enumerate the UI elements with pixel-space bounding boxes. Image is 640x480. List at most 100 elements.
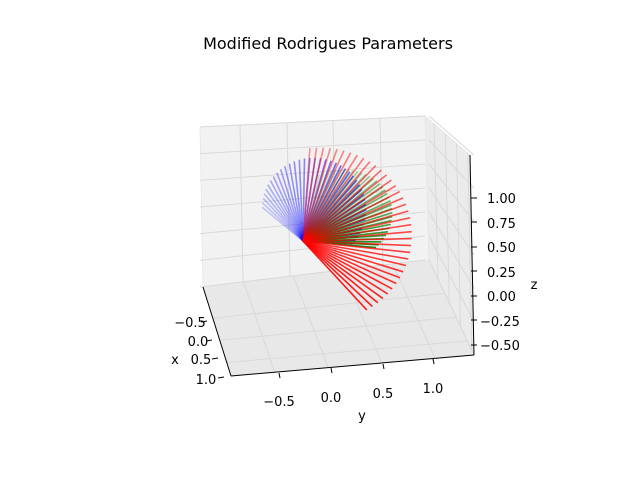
series-line (302, 152, 352, 242)
tick-marks (200, 197, 477, 379)
series-line (302, 240, 401, 279)
series-line (302, 157, 311, 242)
series-line (302, 240, 404, 273)
series-line (302, 237, 412, 242)
z-tick-labels: −0.50 −0.25 0.00 0.25 0.50 0.75 1.00 (480, 192, 520, 354)
grid-line (428, 163, 475, 222)
y-axis-label: y (358, 409, 366, 424)
x-tick-label: 1.0 (196, 373, 217, 388)
grid-line (199, 139, 426, 155)
y-tick-mark (330, 367, 333, 374)
z-axis-line (469, 154, 475, 356)
series-line (302, 150, 345, 242)
series-line (288, 163, 304, 242)
series-line (302, 158, 306, 242)
series-line (302, 161, 371, 242)
grid-line (428, 259, 475, 356)
series-line (302, 147, 332, 242)
series-line (302, 169, 337, 242)
series-line (302, 185, 397, 242)
z-tick-label: −0.25 (480, 315, 520, 330)
series-line (302, 158, 322, 242)
series-line (302, 147, 318, 242)
z-tick-label: 1.00 (487, 192, 516, 207)
series-line (302, 174, 388, 242)
series-line (302, 240, 397, 285)
y-tick-mark (278, 372, 281, 379)
series-line (302, 172, 325, 242)
series-line (279, 169, 304, 242)
z-tick-label: 0.75 (487, 217, 516, 232)
series-line (302, 230, 412, 242)
grid-line (428, 211, 475, 289)
series-line (269, 180, 304, 242)
series-line (302, 217, 411, 242)
series-line (302, 240, 389, 295)
y-tick-mark (432, 358, 435, 365)
grid-line (199, 115, 426, 128)
z-tick-label: 0.25 (487, 266, 516, 281)
series-line (302, 174, 321, 242)
x-tick-mark (217, 376, 225, 379)
x-tick-label: 0.5 (191, 353, 212, 368)
series-line (302, 223, 412, 242)
chart-title: Modified Rodrigues Parameters (203, 34, 453, 53)
grid-line (428, 139, 475, 189)
series-line (302, 162, 338, 242)
series-line (261, 202, 304, 242)
series-line (302, 157, 365, 242)
x-tick-label: 0.0 (188, 335, 209, 350)
series-line (302, 210, 409, 242)
series-line (263, 193, 304, 242)
grid-line (219, 316, 457, 341)
grid-line (226, 340, 468, 364)
series-line (302, 165, 342, 242)
series-line (302, 240, 379, 304)
y-tick-label: 0.0 (321, 391, 342, 406)
series-line (265, 188, 304, 242)
grid-line (428, 115, 475, 156)
series-line (272, 176, 304, 242)
data-lines (261, 147, 412, 311)
grid-line (444, 133, 450, 303)
y-tick-labels: −0.5 0.0 0.5 1.0 (263, 382, 443, 410)
z-tick-label: −0.50 (480, 339, 520, 354)
y-axis-line (230, 354, 475, 377)
series-line (298, 159, 304, 242)
series-line (302, 154, 358, 242)
y-tick-label: 0.5 (373, 387, 394, 402)
series-line (302, 190, 401, 242)
grid-line (428, 235, 475, 322)
series-line (302, 169, 382, 242)
series-line (302, 179, 392, 242)
series-line (267, 184, 304, 242)
series-line (276, 172, 304, 242)
series-line (302, 240, 384, 300)
series-line (293, 161, 304, 242)
x-tick-labels: −0.5 0.0 0.5 1.0 (174, 316, 216, 388)
z-tick-label: 0.50 (487, 241, 516, 256)
series-line (302, 160, 332, 242)
series-line (302, 147, 325, 242)
grid-line (286, 122, 291, 277)
x-axis-label: x (171, 353, 179, 368)
series-line (261, 206, 304, 242)
grid-line (467, 153, 473, 351)
grid-line (239, 125, 244, 283)
series-line (302, 157, 317, 242)
z-axis-label: z (531, 278, 538, 293)
series-line (302, 170, 333, 242)
y-tick-label: 1.0 (423, 382, 444, 397)
grid-line (392, 264, 436, 359)
series-line (302, 165, 377, 242)
grid-line (456, 143, 461, 327)
y-tick-label: −0.5 (263, 395, 295, 410)
series-line (302, 197, 404, 242)
series-line (302, 240, 411, 254)
grid-line (292, 276, 329, 368)
x-tick-label: −0.5 (174, 316, 206, 331)
y-tick-mark (382, 363, 385, 370)
x-axis-line (202, 286, 232, 377)
grid-line (433, 123, 439, 280)
